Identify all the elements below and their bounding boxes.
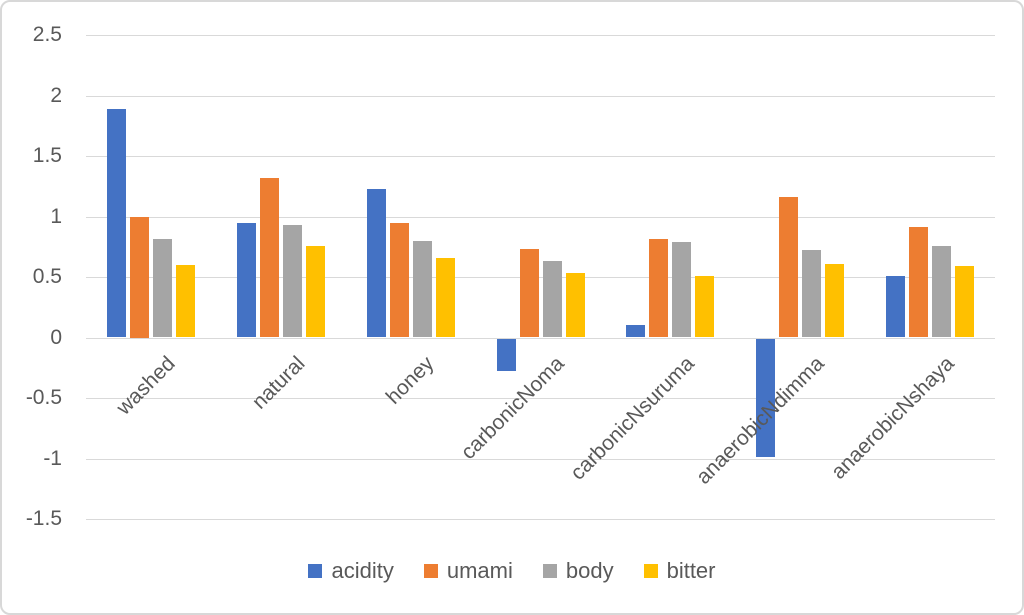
bar-bitter-carbonicNoma	[565, 273, 585, 338]
bar-umami-washed	[129, 216, 149, 338]
bar-body-honey	[412, 240, 432, 338]
legend-item-bitter: bitter	[643, 558, 716, 584]
y-tick-label--1.5: -1.5	[25, 507, 62, 530]
bar-umami-anaerobicNshaya	[909, 227, 929, 338]
bar-acidity-washed	[106, 108, 126, 338]
legend-swatch-umami	[423, 564, 438, 578]
x-tick-label-anaerobicNshaya: anaerobicNshaya	[826, 351, 959, 484]
bar-acidity-honey	[366, 188, 386, 338]
bar-body-carbonicNsuruma	[672, 241, 692, 338]
legend-label-body: body	[565, 558, 614, 583]
gridline--1.5	[86, 519, 995, 520]
bar-umami-carbonicNsuruma	[649, 239, 669, 338]
gridline-1.5	[86, 156, 995, 157]
gridline-0.5	[86, 277, 995, 278]
y-tick-label-0.5: 0.5	[32, 265, 62, 288]
legend: acidity umami body bitter	[2, 558, 1022, 584]
bar-umami-honey	[389, 222, 409, 338]
x-tick-label-washed: washed	[111, 351, 180, 419]
legend-swatch-bitter	[643, 564, 658, 578]
y-tick-label--0.5: -0.5	[25, 386, 62, 409]
gridline-0	[86, 337, 995, 339]
gridline-2.5	[86, 35, 995, 36]
gridline--1	[86, 458, 995, 460]
y-tick-label-0: 0	[50, 325, 62, 349]
y-tick-label-1: 1	[50, 204, 62, 228]
bar-acidity-natural	[236, 222, 256, 338]
gridline--0.5	[86, 398, 995, 399]
legend-label-umami: umami	[446, 558, 513, 583]
y-tick-label-1.5: 1.5	[32, 144, 62, 167]
bar-bitter-carbonicNsuruma	[695, 275, 715, 338]
bar-umami-carbonicNoma	[519, 249, 539, 338]
bar-bitter-washed	[175, 264, 195, 338]
bar-body-natural	[282, 224, 302, 338]
bar-umami-natural	[259, 177, 279, 338]
y-tick-label-2.5: 2.5	[32, 23, 62, 46]
bar-acidity-anaerobicNshaya	[886, 275, 906, 338]
legend-item-body: body	[542, 558, 614, 584]
bar-body-anaerobicNdimma	[802, 250, 822, 338]
bar-bitter-honey	[435, 257, 455, 338]
bar-body-carbonicNoma	[542, 261, 562, 338]
bar-body-anaerobicNshaya	[932, 245, 952, 338]
bar-bitter-anaerobicNshaya	[955, 266, 975, 338]
legend-swatch-acidity	[308, 564, 323, 578]
bar-umami-anaerobicNdimma	[779, 197, 799, 338]
legend-label-bitter: bitter	[666, 558, 716, 583]
gridline-1	[86, 216, 995, 218]
bar-body-washed	[152, 239, 172, 338]
legend-label-acidity: acidity	[331, 558, 394, 583]
bar-bitter-anaerobicNdimma	[825, 263, 845, 338]
y-tick-label-2: 2	[50, 83, 62, 107]
x-tick-label-honey: honey	[382, 351, 439, 409]
bar-acidity-anaerobicNdimma	[756, 338, 776, 458]
legend-swatch-body	[542, 564, 557, 578]
legend-item-umami: umami	[423, 558, 513, 584]
gridline-2	[86, 95, 995, 97]
y-tick-label--1: -1	[43, 446, 62, 470]
x-tick-label-carbonicNsuruma: carbonicNsuruma	[565, 351, 699, 485]
plot-area: washed natural honey carbonicNoma carbonicNs…	[86, 35, 995, 520]
bar-bitter-natural	[305, 245, 325, 338]
bar-acidity-carbonicNsuruma	[626, 325, 646, 338]
bar-acidity-carbonicNoma	[496, 338, 516, 372]
legend-item-acidity: acidity	[308, 558, 394, 584]
x-tick-label-natural: natural	[247, 351, 310, 414]
